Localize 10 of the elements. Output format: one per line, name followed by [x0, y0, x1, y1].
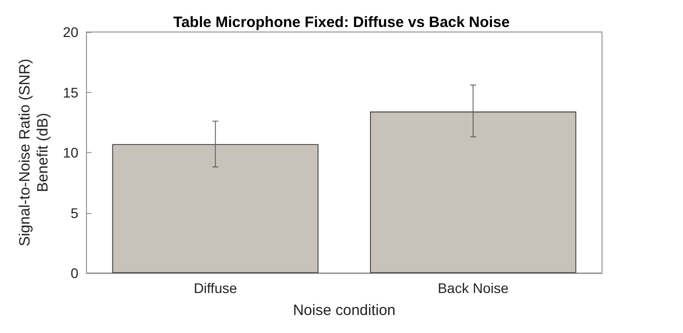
y-tick-label: 10: [62, 144, 79, 160]
y-axis-title: Signal-to-Noise Ratio (SNR) Benefit (dB): [16, 58, 52, 246]
chart-title: Table Microphone Fixed: Diffuse vs Back Noise: [173, 14, 510, 31]
x-axis-title: Noise condition: [292, 302, 396, 319]
y-tick-label: 5: [70, 204, 79, 221]
x-tick-label: Diffuse: [194, 280, 238, 296]
y-tick-label: 15: [62, 84, 79, 100]
x-tick-label: Back Noise: [438, 280, 509, 296]
y-tick-label: 20: [62, 24, 79, 40]
y-tick-label: 0: [70, 265, 79, 281]
